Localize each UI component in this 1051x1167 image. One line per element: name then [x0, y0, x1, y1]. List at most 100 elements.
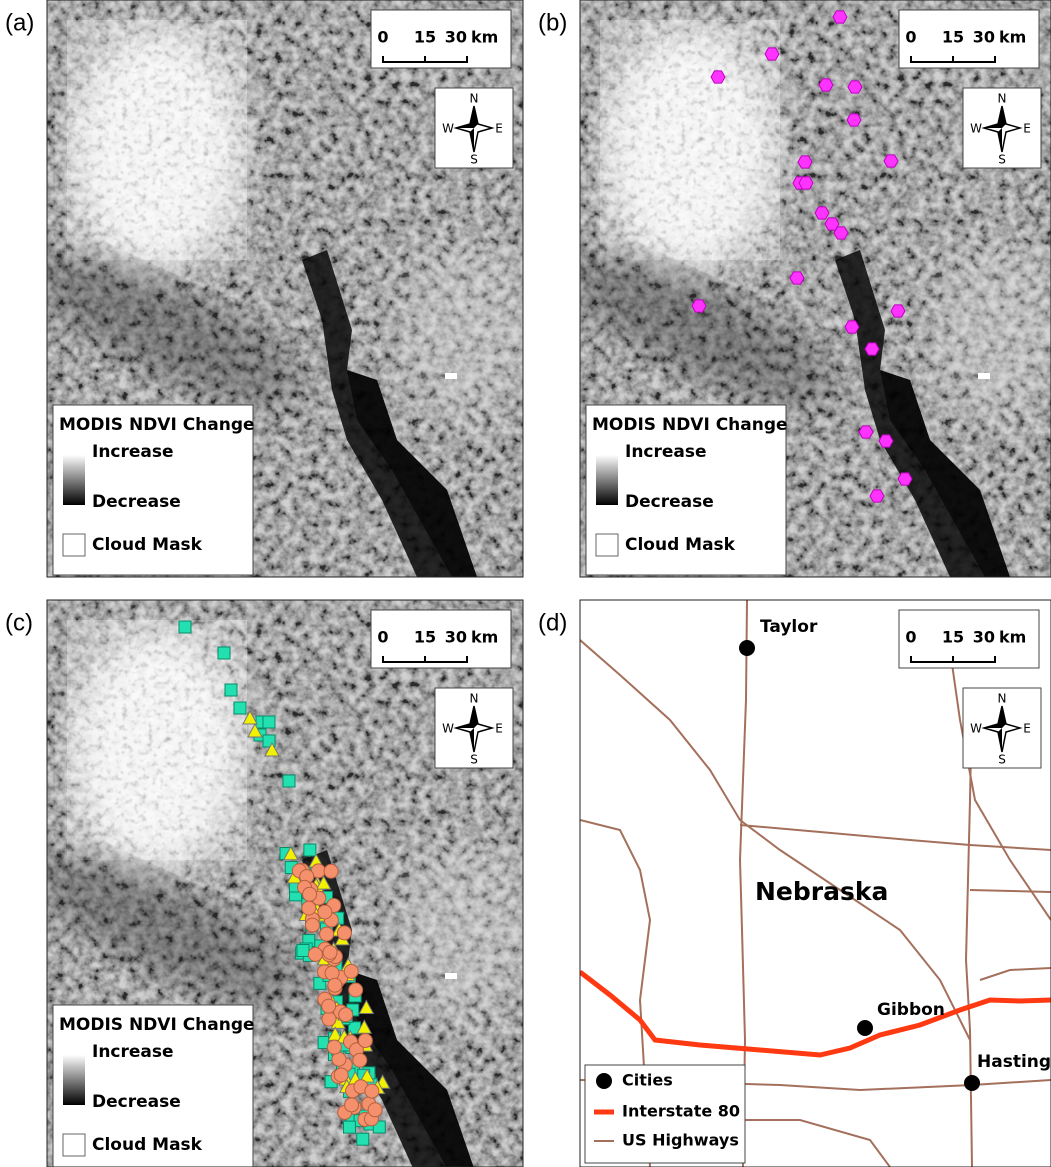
- scale-label: 0: [377, 628, 388, 647]
- site-marker: [865, 343, 879, 355]
- compass: NWES: [963, 688, 1041, 768]
- scale-label: 15: [942, 628, 964, 647]
- site-marker: [859, 426, 873, 438]
- circle-marker: [339, 1008, 353, 1022]
- legend-title: MODIS NDVI Change: [59, 415, 255, 435]
- compass-n: N: [998, 692, 1007, 706]
- circle-marker: [345, 1098, 359, 1112]
- circle-marker: [365, 1084, 379, 1098]
- scale-label: 15: [414, 628, 436, 647]
- circle-marker: [320, 927, 334, 941]
- site-marker: [870, 490, 884, 502]
- compass-w: W: [442, 122, 454, 136]
- city-label: Taylor: [760, 617, 818, 637]
- scale-unit: km: [471, 628, 498, 647]
- site-marker: [847, 114, 861, 126]
- city-label: Hastings: [977, 1052, 1051, 1072]
- site-marker: [790, 272, 804, 284]
- site-marker: [798, 156, 812, 168]
- compass-e: E: [495, 122, 503, 136]
- legend-item: Interstate 80: [622, 1102, 740, 1121]
- compass-s: S: [470, 753, 478, 767]
- site-marker: [891, 305, 905, 317]
- scale-label: 30: [973, 628, 995, 647]
- site-marker: [711, 71, 725, 83]
- legend-mask-swatch: [63, 534, 85, 556]
- site-marker: [833, 11, 847, 23]
- circle-marker: [327, 1040, 341, 1054]
- light-area: [397, 240, 537, 420]
- scale-label: 0: [905, 28, 916, 47]
- compass-n: N: [470, 692, 479, 706]
- cloud-speck: [445, 373, 457, 379]
- legend-ramp: [63, 455, 85, 505]
- legend-mask-swatch: [596, 534, 618, 556]
- compass: N W E S: [963, 88, 1041, 168]
- legend-mask-swatch: [63, 1134, 85, 1156]
- compass-e: E: [1023, 122, 1031, 136]
- panel-label: (d): [538, 609, 567, 636]
- city-label: Gibbon: [877, 1000, 945, 1020]
- legend-ramp-low: Decrease: [625, 492, 714, 512]
- site-marker: [692, 300, 706, 312]
- legend-mask: Cloud Mask: [92, 535, 203, 555]
- circle-marker: [349, 983, 363, 997]
- state-label: Nebraska: [755, 877, 888, 906]
- circle-marker: [322, 1012, 336, 1026]
- legend: MODIS NDVI Change Increase Decrease Cloud M…: [53, 405, 255, 575]
- cloud-speck: [445, 973, 457, 979]
- figure: (a)MODIS NDVI ChangeIncreaseDecreaseClou…: [0, 0, 1051, 1167]
- site-marker: [799, 177, 813, 189]
- scale-label: 15: [414, 28, 436, 47]
- scale-label: 30: [445, 28, 467, 47]
- square-marker: [304, 844, 316, 856]
- compass-s: S: [998, 153, 1006, 167]
- legend-item: US Highways: [622, 1131, 739, 1150]
- circle-marker: [305, 918, 319, 932]
- compass-e: E: [1023, 722, 1031, 736]
- circle-marker: [308, 947, 322, 961]
- legend-ramp-high: Increase: [625, 442, 707, 462]
- circle-marker: [344, 964, 358, 978]
- legend-ramp: [63, 1055, 85, 1105]
- legend-ramp-high: Increase: [92, 1042, 174, 1062]
- circle-marker: [303, 887, 317, 901]
- square-marker: [357, 1133, 369, 1145]
- scale-label: 0: [905, 628, 916, 647]
- compass-w: W: [970, 122, 982, 136]
- compass-e: E: [495, 722, 503, 736]
- square-marker: [225, 684, 237, 696]
- compass-s: S: [998, 753, 1006, 767]
- square-marker: [234, 702, 246, 714]
- site-marker: [815, 207, 829, 219]
- scale-bar: 0 15 30km: [371, 610, 511, 668]
- site-marker: [765, 48, 779, 60]
- panel-label: (b): [538, 9, 567, 36]
- scale-label: 30: [445, 628, 467, 647]
- legend-ramp: [596, 455, 618, 505]
- compass-w: W: [442, 722, 454, 736]
- city: [739, 640, 755, 656]
- circle-marker: [318, 905, 332, 919]
- legend-mask: Cloud Mask: [625, 535, 736, 555]
- legend-ramp-high: Increase: [92, 442, 174, 462]
- circle-marker: [328, 978, 342, 992]
- light-area: [397, 840, 537, 1020]
- circle-marker: [353, 1053, 367, 1067]
- compass-n: N: [998, 92, 1007, 106]
- site-marker: [879, 435, 893, 447]
- legend-title: MODIS NDVI Change: [59, 1015, 255, 1035]
- circle-marker: [334, 1068, 348, 1082]
- site-marker: [898, 473, 912, 485]
- site-marker: [834, 227, 848, 239]
- site-marker: [884, 155, 898, 167]
- square-marker: [343, 1121, 355, 1133]
- site-marker: [819, 79, 833, 91]
- circle-marker: [323, 945, 337, 959]
- legend-ramp-low: Decrease: [92, 492, 181, 512]
